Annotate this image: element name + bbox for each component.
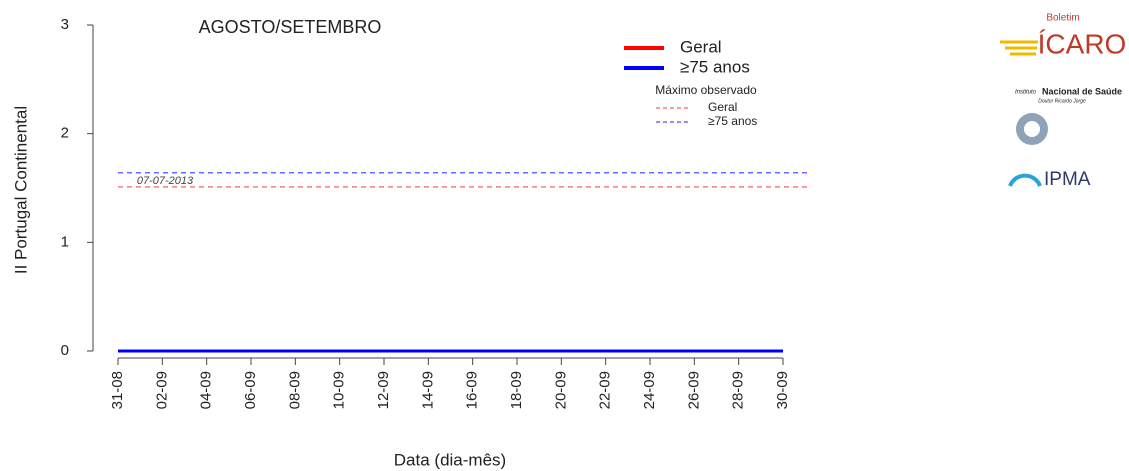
logo-text: Doutor Ricardo Jorge xyxy=(1038,98,1086,104)
x-tick-label: 30-09 xyxy=(774,371,791,409)
logo-text: ÍCARO xyxy=(1038,28,1127,59)
x-tick-label: 06-09 xyxy=(242,371,259,409)
x-tick-label: 20-09 xyxy=(552,371,569,409)
y-tick-label: 2 xyxy=(61,125,69,142)
y-tick-label: 3 xyxy=(61,16,69,33)
logo-text: Instituto xyxy=(1015,90,1037,96)
y-tick-label: 1 xyxy=(61,233,69,250)
chart-title: AGOSTO/SETEMBRO xyxy=(199,17,382,37)
logo-text: IPMA xyxy=(1044,169,1091,190)
x-tick-label: 04-09 xyxy=(198,371,215,409)
legend-label: Geral xyxy=(708,100,737,114)
logo-icon xyxy=(1000,40,1038,56)
logo-text: Nacional de Saúde xyxy=(1042,86,1122,96)
x-tick-label: 14-09 xyxy=(419,371,436,409)
x-tick-label: 08-09 xyxy=(286,371,303,409)
y-axis-title: II Portugal Continental xyxy=(11,106,30,274)
x-axis-title: Data (dia-mês) xyxy=(394,450,506,469)
logo-icon xyxy=(1024,121,1040,137)
logo-text: Boletim xyxy=(1046,13,1079,24)
x-tick-label: 18-09 xyxy=(508,371,525,409)
x-tick-label: 12-09 xyxy=(375,371,392,409)
x-tick-label: 31-08 xyxy=(109,371,126,409)
x-tick-label: 10-09 xyxy=(331,371,348,409)
logos: Boletim ÍCARO Instituto Nacional de Saúd… xyxy=(1000,13,1126,190)
legend-label: ≥75 anos xyxy=(680,57,750,76)
logo-icon xyxy=(1008,173,1042,187)
legend-label: Geral xyxy=(680,37,722,56)
x-tick-label: 26-09 xyxy=(685,371,702,409)
x-tick-label: 16-09 xyxy=(464,371,481,409)
x-tick-label: 28-09 xyxy=(730,371,747,409)
y-tick-label: 0 xyxy=(61,342,69,359)
x-tick-label: 22-09 xyxy=(597,371,614,409)
legend-subtitle: Máximo observado xyxy=(655,83,757,97)
x-tick-label: 02-09 xyxy=(153,371,170,409)
x-tick-label: 24-09 xyxy=(641,371,658,409)
annotation: 07-07-2013 xyxy=(137,175,194,187)
legend-label: ≥75 anos xyxy=(708,114,757,128)
